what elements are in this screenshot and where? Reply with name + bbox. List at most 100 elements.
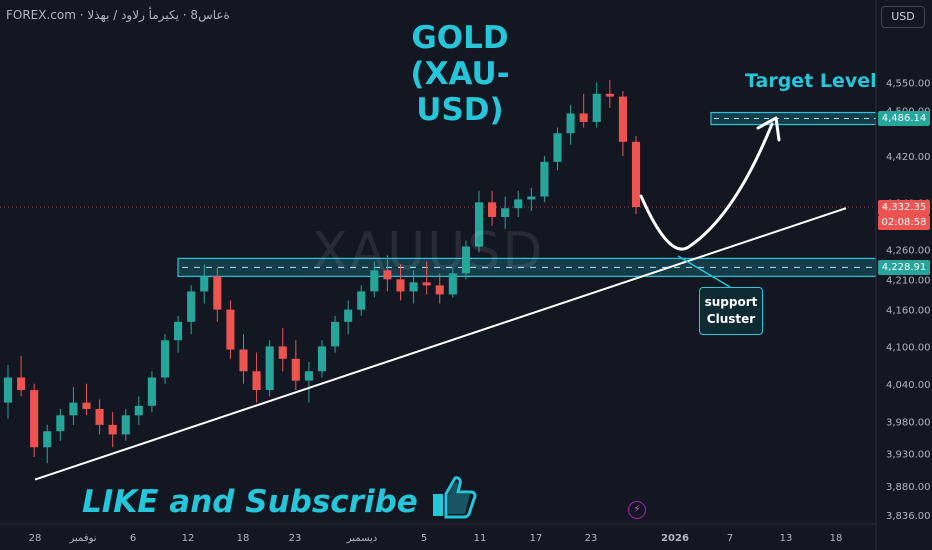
- candle-body: [331, 321, 340, 347]
- title-line-1: GOLD: [411, 20, 509, 56]
- candle-body: [383, 270, 392, 280]
- candle-body: [344, 309, 353, 322]
- x-tick-label: 2026: [661, 533, 689, 544]
- countdown-tag: 02:08:58: [878, 214, 930, 230]
- support-cluster-callout: support Cluster: [699, 287, 763, 335]
- candle-body: [553, 133, 562, 162]
- candle-body: [514, 199, 523, 209]
- y-tick-label: 4,040.00: [886, 380, 931, 391]
- candle-body: [370, 270, 379, 292]
- x-tick-label: 17: [530, 533, 543, 544]
- x-tick-label: 13: [780, 533, 793, 544]
- candle-body: [213, 276, 222, 310]
- candle-body: [69, 402, 78, 416]
- x-tick-label: نوفمبر: [68, 533, 96, 544]
- candle-body: [226, 309, 235, 350]
- current-price-tag: 4,332.35: [878, 199, 930, 215]
- candle-body: [540, 161, 549, 197]
- ticker-watermark: XAUUSD: [312, 222, 545, 282]
- x-tick-label: 23: [585, 533, 598, 544]
- y-tick-label: 4,420.00: [886, 152, 931, 163]
- candle-body: [252, 371, 261, 391]
- candle-body: [82, 402, 91, 409]
- candle-body: [3, 377, 13, 403]
- currency-button[interactable]: USD: [881, 6, 925, 28]
- target-level-label: Target Level: [745, 70, 877, 92]
- candle-body: [265, 346, 274, 391]
- candle-body: [566, 113, 575, 134]
- candle-body: [409, 282, 418, 292]
- x-tick-label: 6: [130, 533, 136, 544]
- candle-body: [187, 291, 196, 322]
- x-tick-label: 5: [421, 533, 427, 544]
- x-tick-label: 23: [289, 533, 302, 544]
- x-tick-label: ديسمبر: [346, 533, 377, 544]
- candle-body: [448, 273, 457, 295]
- title-line-2: (XAU-USD): [410, 56, 510, 128]
- candle-body: [56, 415, 65, 432]
- y-tick-label: 3,836.00: [886, 511, 931, 522]
- x-tick-label: 18: [830, 533, 843, 544]
- candle-body: [474, 202, 484, 247]
- like-text: LIKE and Subscribe: [82, 484, 418, 520]
- y-tick-label: 4,210.00: [886, 275, 931, 286]
- candle-body: [278, 346, 287, 359]
- candle-body: [357, 291, 366, 310]
- candle-body: [396, 279, 405, 292]
- candle-body: [43, 431, 52, 448]
- candle-body: [17, 377, 26, 391]
- support-price-tag: 4,228.91: [878, 259, 930, 275]
- candle-body: [579, 113, 588, 122]
- candle-body: [291, 358, 300, 381]
- candle-body: [134, 405, 143, 416]
- y-tick-label: 4,160.00: [886, 306, 931, 317]
- lightning-icon[interactable]: ⚡: [628, 501, 646, 519]
- candle-body: [239, 349, 248, 372]
- candle-body: [618, 96, 627, 142]
- projection-curve: [639, 122, 774, 251]
- source-label: FOREX.com: [6, 8, 76, 22]
- support-callout-connector: [677, 255, 731, 288]
- x-tick-label: 12: [182, 533, 195, 544]
- x-tick-label: 18: [237, 533, 250, 544]
- candle-body: [527, 196, 536, 200]
- candle-body: [160, 340, 170, 378]
- overlay-layer: [34, 116, 847, 481]
- projection-arrowhead: [756, 116, 781, 142]
- candle-body: [592, 93, 601, 122]
- x-tick-label: 7: [727, 533, 733, 544]
- x-tick-label: 28: [29, 533, 42, 544]
- candle-body: [147, 377, 156, 406]
- support-line-2: Cluster: [706, 312, 756, 326]
- candle-body: [605, 93, 614, 97]
- support-line-1: support: [704, 295, 758, 309]
- candle-body: [174, 321, 183, 341]
- candle-body: [461, 246, 470, 274]
- candle-layer: [3, 79, 641, 464]
- candle-body: [30, 390, 39, 448]
- y-tick-label: 3,980.00: [886, 418, 931, 429]
- candle-body: [95, 408, 104, 425]
- candle-body: [501, 208, 510, 217]
- y-tick-label: 4,100.00: [886, 342, 931, 353]
- candle-body: [121, 415, 130, 435]
- candle-body: [422, 282, 431, 286]
- chart-header: FOREX.com · ةعاس8 · يكيرمأ رلاود / بهذلا: [6, 8, 230, 22]
- y-tick-label: 3,880.00: [886, 482, 931, 493]
- candle-body: [435, 285, 444, 295]
- candle-body: [200, 276, 209, 292]
- chart-title: GOLD (XAU-USD): [370, 20, 550, 128]
- candle-body: [317, 346, 327, 372]
- candle-body: [108, 424, 117, 435]
- y-tick-label: 4,550.00: [886, 79, 931, 90]
- x-tick-label: 11: [474, 533, 487, 544]
- target-price-tag: 4,486.14: [878, 111, 930, 127]
- candle-body: [488, 202, 497, 217]
- candle-body: [631, 141, 641, 208]
- thumbs-up-icon: [432, 476, 477, 519]
- candle-body: [304, 371, 313, 381]
- session-label: ةعاس8 · يكيرمأ رلاود / بهذلا: [87, 8, 230, 22]
- like-subscribe-text: LIKE and Subscribe: [82, 474, 477, 520]
